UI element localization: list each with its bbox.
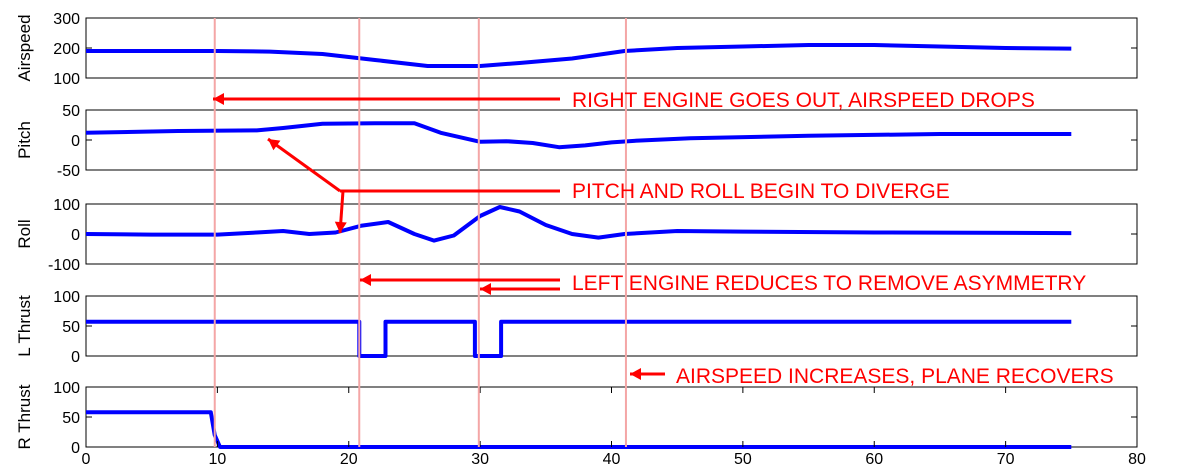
- y-axis-label: L Thrust: [15, 295, 34, 357]
- annotation-arrowhead: [213, 93, 224, 105]
- panel-3: 100 0 -100 Roll: [15, 197, 1138, 274]
- annotation-arrow-line: [267, 137, 341, 193]
- panel-4: 100 50 0 L Thrust: [15, 289, 1138, 366]
- series-line-3: [85, 205, 1072, 243]
- series-line-2: [85, 121, 1072, 150]
- y-tick-label: 0: [71, 440, 80, 457]
- panel-frame: [85, 295, 1138, 357]
- panel-frame: [85, 109, 1138, 171]
- annotation-4: AIRSPEED INCREASES, PLANE RECOVERS: [676, 365, 1114, 388]
- annotation-2: PITCH AND ROLL BEGIN TO DIVERGE: [572, 180, 950, 203]
- x-tick-label: 60: [865, 451, 883, 468]
- x-tick-label: 0: [82, 451, 91, 468]
- annotation-arrowhead: [630, 368, 641, 380]
- annotation-arrowhead: [480, 283, 491, 295]
- x-tick-label: 30: [471, 451, 489, 468]
- x-tick-label: 40: [603, 451, 621, 468]
- y-tick-label: 100: [53, 380, 80, 397]
- y-tick-label: 0: [71, 133, 80, 150]
- y-axis-label: Airspeed: [15, 14, 34, 81]
- y-tick-label: 100: [53, 289, 80, 306]
- x-tick-label: 50: [734, 451, 752, 468]
- series-line-1: [86, 43, 1072, 68]
- annotation-arrowhead: [360, 274, 371, 286]
- y-axis-label: R Thrust: [15, 384, 34, 449]
- panel-frame: [85, 386, 1138, 448]
- panels-layer: 300 200 100 Airspeed 50 0 -50 Pitch 100 0 -100 Roll…: [15, 11, 1138, 457]
- annotation-arrowhead: [268, 139, 281, 151]
- y-tick-label: -50: [57, 163, 80, 180]
- x-tick-label: 10: [208, 451, 226, 468]
- x-tick-label: 80: [1128, 451, 1146, 468]
- y-axis-label: Pitch: [15, 121, 34, 159]
- panel-5: 100 50 0 R Thrust: [15, 380, 1138, 457]
- event-lines-layer: [213, 18, 627, 447]
- y-tick-label: 50: [62, 319, 80, 336]
- y-tick-label: 300: [53, 11, 80, 28]
- x-tick-label: 20: [340, 451, 358, 468]
- y-tick-label: 200: [53, 41, 80, 58]
- y-tick-label: 0: [71, 227, 80, 244]
- y-axis-label: Roll: [15, 219, 34, 248]
- y-tick-label: 50: [62, 103, 80, 120]
- x-axis: 0 10 20 30 40 50 60 70 80: [82, 387, 1146, 468]
- x-tick-label: 70: [997, 451, 1015, 468]
- y-tick-label: 0: [71, 349, 80, 366]
- y-tick-label: 100: [53, 71, 80, 88]
- annotation-3: LEFT ENGINE REDUCES TO REMOVE ASYMMETRY: [572, 272, 1086, 295]
- annotations-layer: RIGHT ENGINE GOES OUT, AIRSPEED DROPS PI…: [213, 89, 1114, 388]
- y-tick-label: 50: [62, 410, 80, 427]
- y-tick-label: -100: [48, 257, 80, 274]
- y-tick-label: 100: [53, 197, 80, 214]
- annotation-1: RIGHT ENGINE GOES OUT, AIRSPEED DROPS: [572, 89, 1035, 112]
- annotation-arrowhead: [334, 221, 347, 233]
- panel-1: 300 200 100 Airspeed: [15, 11, 1138, 88]
- panel-2: 50 0 -50 Pitch: [15, 103, 1138, 180]
